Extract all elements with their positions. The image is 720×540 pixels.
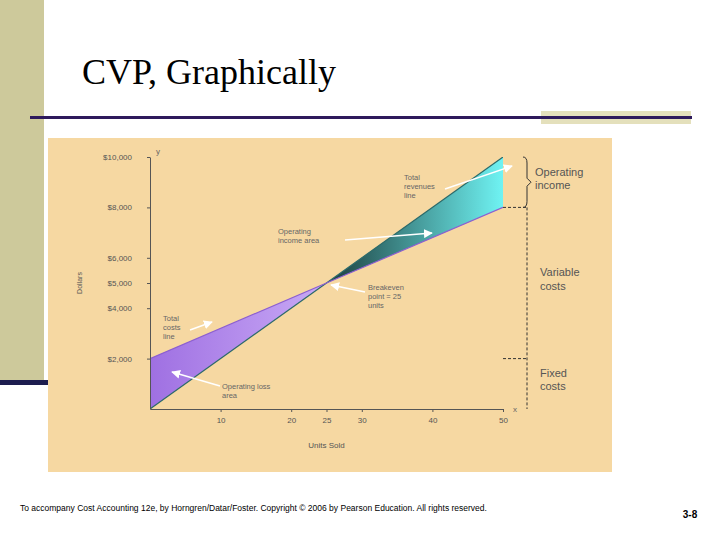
side-band-foot	[0, 380, 50, 385]
annotation: Variablecosts	[540, 266, 580, 291]
y-tick-mark	[147, 157, 150, 158]
x-tick-label: 30	[358, 416, 367, 425]
x-tick-label: 20	[287, 416, 296, 425]
series-label: Totalcostsline	[163, 314, 181, 341]
chart-panel	[48, 138, 612, 472]
annotation-arrow	[172, 372, 220, 386]
x-axis: 10 20 25 30 40 50	[151, 409, 509, 425]
series-label: Totalrevenuesline	[404, 173, 435, 200]
x-tick: 40	[428, 409, 437, 425]
y-tick-label: $2,000	[108, 355, 133, 364]
annotation: y	[156, 147, 160, 156]
x-tick: 50	[499, 409, 508, 425]
annotation-arrow	[331, 285, 365, 292]
annotation: Operatingincome	[535, 166, 583, 191]
y-tick: $5,000	[108, 279, 150, 288]
x-tick: 20	[287, 409, 296, 425]
footer: To accompany Cost Accounting 12e, by Hor…	[20, 503, 487, 513]
page-number: 3-8	[683, 509, 698, 520]
x-tick-mark	[432, 409, 433, 412]
cost-bracket	[527, 207, 528, 409]
x-tick-label: 40	[428, 416, 437, 425]
series-line	[150, 157, 503, 409]
y-axis-title: Dollars	[76, 272, 83, 294]
y-tick: $8,000	[108, 203, 150, 212]
annotation-arrow	[190, 322, 212, 330]
slide-title: CVP, Graphically	[82, 52, 336, 92]
annotation-arrow	[445, 166, 512, 189]
y-tick-label: $10,000	[103, 153, 132, 162]
annotation: Fixedcosts	[540, 367, 567, 392]
x-tick: 10	[217, 409, 226, 425]
title-rule	[30, 116, 692, 119]
y-tick: $6,000	[108, 254, 150, 263]
annotation: Operatingincome area	[278, 227, 320, 245]
annotation-arrow	[345, 233, 432, 240]
y-axis: $2,000 $4,000 $5,000 $6,000 $8,000 $10,000	[103, 153, 150, 409]
x-tick-mark	[362, 409, 363, 412]
x-tick-mark	[221, 409, 222, 412]
y-tick-label: $6,000	[108, 254, 133, 263]
bracket-divider	[503, 358, 527, 359]
annotation: Breakevenpoint = 25units	[368, 283, 404, 310]
annotation: x	[513, 405, 517, 414]
annotation: Operating lossarea	[222, 382, 271, 400]
x-tick-label: 10	[217, 416, 226, 425]
y-tick-label: $5,000	[108, 279, 133, 288]
y-tick-label: $8,000	[108, 203, 133, 212]
slide-background	[0, 0, 720, 540]
y-tick-mark	[147, 258, 150, 259]
x-tick: 30	[358, 409, 367, 425]
x-tick-mark	[503, 409, 504, 412]
x-tick-mark	[291, 409, 292, 412]
x-tick: 25	[323, 409, 332, 425]
y-tick-mark	[147, 283, 150, 284]
plot-area	[150, 157, 503, 409]
y-tick: $10,000	[103, 153, 150, 162]
y-axis-line	[150, 158, 151, 410]
y-tick-mark	[147, 359, 150, 360]
y-tick-mark	[147, 308, 150, 309]
slide: CVP, Graphically $2,000 $4,000 $5,000 $6,000…	[0, 0, 720, 540]
y-tick: $4,000	[108, 304, 150, 313]
series-line	[150, 207, 503, 358]
income-brace	[523, 157, 531, 207]
x-tick-label: 25	[323, 416, 332, 425]
x-axis-title: Units Sold	[308, 441, 344, 450]
y-tick-label: $4,000	[108, 304, 133, 313]
y-tick: $2,000	[108, 355, 150, 364]
side-band	[0, 0, 44, 382]
x-tick-mark	[327, 409, 328, 412]
x-tick-label: 50	[499, 416, 508, 425]
bracket-divider	[503, 207, 527, 208]
y-tick-mark	[147, 207, 150, 208]
